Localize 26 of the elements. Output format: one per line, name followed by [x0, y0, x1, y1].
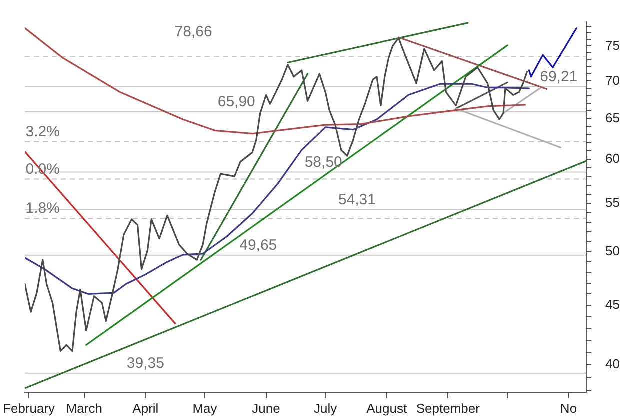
y-tick-label: 65 [606, 110, 620, 126]
annotation: 3.2% [26, 124, 60, 141]
y-tick-label: 75 [606, 38, 620, 53]
annotation: 1.8% [26, 200, 60, 218]
x-tick-label: March [66, 400, 102, 416]
annotation: 54,31 [338, 192, 376, 209]
y-tick-label: 55 [606, 195, 620, 210]
x-tick-label: February [3, 400, 56, 416]
x-tick-label: September [416, 400, 481, 416]
annotation: 58,50 [304, 154, 342, 171]
x-tick-label: August [366, 400, 408, 416]
x-tick-label: June [252, 400, 280, 416]
annotation: 65,90 [218, 93, 256, 110]
y-tick-label: 40 [606, 356, 620, 372]
annotation: 78,66 [174, 23, 212, 40]
annotation: 39,35 [126, 355, 164, 372]
x-tick-label: April [132, 400, 159, 416]
annotation: 49,65 [240, 237, 278, 254]
y-tick-label: 50 [606, 243, 620, 258]
y-tick-label: 70 [606, 72, 620, 88]
x-tick-label: No [560, 400, 578, 416]
y-tick-label: 45 [606, 296, 620, 312]
x-tick-label: July [314, 400, 338, 416]
annotation: 69,21 [540, 68, 578, 86]
x-tick-label: May [192, 400, 218, 416]
y-tick-label: 60 [606, 150, 620, 166]
